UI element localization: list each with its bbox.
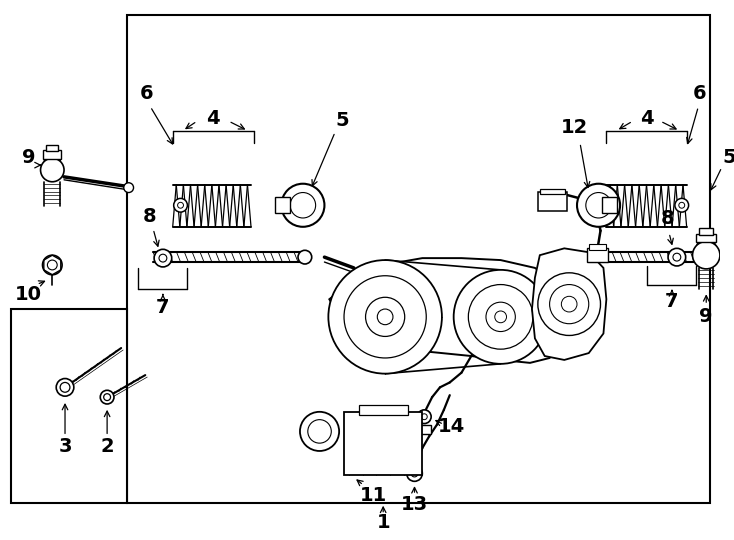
Text: 4: 4 [206, 109, 219, 127]
Text: 13: 13 [401, 495, 428, 514]
Circle shape [486, 302, 515, 332]
Text: 7: 7 [156, 298, 170, 316]
Circle shape [421, 414, 427, 420]
Circle shape [328, 260, 442, 374]
Circle shape [290, 193, 316, 218]
Text: 4: 4 [640, 109, 653, 127]
Circle shape [538, 273, 600, 335]
Circle shape [377, 309, 393, 325]
Text: 7: 7 [665, 292, 679, 310]
Circle shape [495, 311, 506, 323]
Bar [538, 192, 567, 211]
Circle shape [281, 184, 324, 227]
Circle shape [675, 198, 688, 212]
Circle shape [40, 158, 64, 182]
Circle shape [48, 260, 57, 270]
Circle shape [692, 241, 720, 269]
Text: 6: 6 [693, 84, 706, 103]
Text: 5: 5 [335, 111, 349, 130]
Circle shape [178, 202, 184, 208]
Text: 11: 11 [360, 485, 387, 504]
Text: 3: 3 [58, 436, 72, 456]
Text: 2: 2 [101, 436, 114, 456]
Circle shape [60, 382, 70, 392]
Text: 6: 6 [139, 84, 153, 103]
Circle shape [668, 248, 686, 266]
Bar [697, 234, 716, 242]
Bar [127, 15, 710, 503]
Bar [11, 309, 127, 503]
Bar [589, 245, 606, 251]
Circle shape [673, 253, 680, 261]
Circle shape [411, 470, 418, 477]
Circle shape [154, 249, 172, 267]
Bar [344, 412, 422, 475]
Circle shape [43, 255, 62, 275]
Bar [418, 424, 431, 434]
Bar [603, 198, 617, 213]
Bar [43, 151, 61, 159]
Polygon shape [532, 248, 606, 360]
Bar [586, 248, 608, 262]
Text: 9: 9 [700, 307, 713, 326]
Circle shape [562, 296, 577, 312]
Text: 10: 10 [15, 285, 43, 304]
Polygon shape [330, 258, 569, 363]
Text: 9: 9 [22, 148, 35, 167]
Circle shape [418, 410, 431, 423]
Circle shape [300, 412, 339, 451]
Bar [700, 228, 713, 234]
Circle shape [577, 184, 620, 227]
Circle shape [308, 420, 331, 443]
Text: 14: 14 [438, 417, 465, 436]
Circle shape [174, 198, 187, 212]
Text: 8: 8 [661, 210, 674, 228]
Circle shape [454, 270, 548, 364]
Text: 12: 12 [561, 118, 588, 137]
Circle shape [586, 193, 611, 218]
Text: 8: 8 [142, 206, 156, 226]
Circle shape [124, 183, 134, 193]
Bar [46, 145, 58, 151]
Bar [359, 405, 407, 415]
Bar [539, 188, 565, 194]
Circle shape [159, 254, 167, 262]
Circle shape [298, 251, 312, 264]
Circle shape [468, 285, 533, 349]
Circle shape [45, 152, 60, 168]
Circle shape [101, 390, 114, 404]
Circle shape [344, 276, 426, 358]
Circle shape [550, 285, 589, 323]
Circle shape [366, 298, 404, 336]
Circle shape [407, 465, 422, 481]
Text: 5: 5 [723, 148, 734, 167]
Circle shape [679, 202, 685, 208]
Text: 1: 1 [377, 513, 390, 532]
Circle shape [57, 379, 74, 396]
Bar [275, 198, 290, 213]
Circle shape [103, 394, 111, 401]
Circle shape [697, 239, 716, 258]
